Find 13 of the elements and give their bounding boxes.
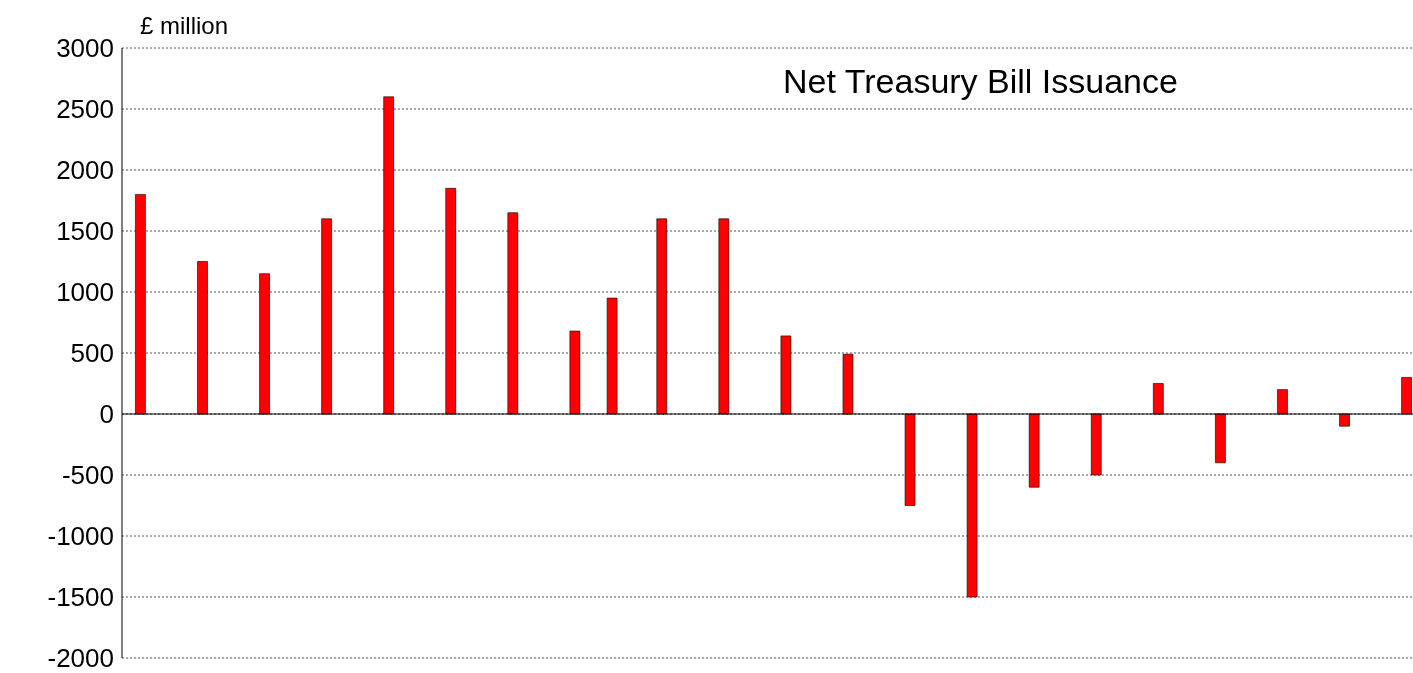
y-tick-label: -500: [61, 460, 114, 491]
y-tick-label: 500: [70, 338, 114, 369]
y-tick-label: 3000: [56, 33, 114, 64]
y-tick-label: 0: [99, 399, 114, 430]
y-tick-label: 2000: [56, 155, 114, 186]
y-tick-label: -2000: [47, 643, 114, 673]
chart-title: Net Treasury Bill Issuance: [783, 62, 1178, 101]
y-axis-title: £ million: [140, 12, 229, 40]
y-tick-label: 1500: [56, 216, 114, 247]
y-tick-label: -1000: [47, 521, 114, 552]
y-tick-label: -1500: [47, 582, 114, 613]
y-tick-label: 1000: [56, 277, 114, 308]
y-tick-label: 2500: [56, 94, 114, 125]
